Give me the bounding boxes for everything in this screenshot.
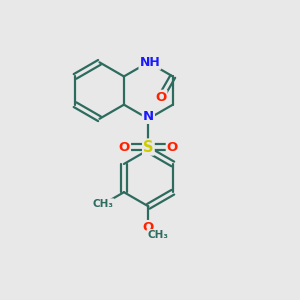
Text: O: O [155,91,166,104]
Text: N: N [143,110,154,123]
Text: CH₃: CH₃ [93,199,114,209]
Text: O: O [143,221,154,234]
Text: S: S [143,140,154,154]
Text: O: O [119,140,130,154]
Text: NH: NH [140,56,160,69]
Text: CH₃: CH₃ [147,230,168,240]
Text: O: O [167,140,178,154]
